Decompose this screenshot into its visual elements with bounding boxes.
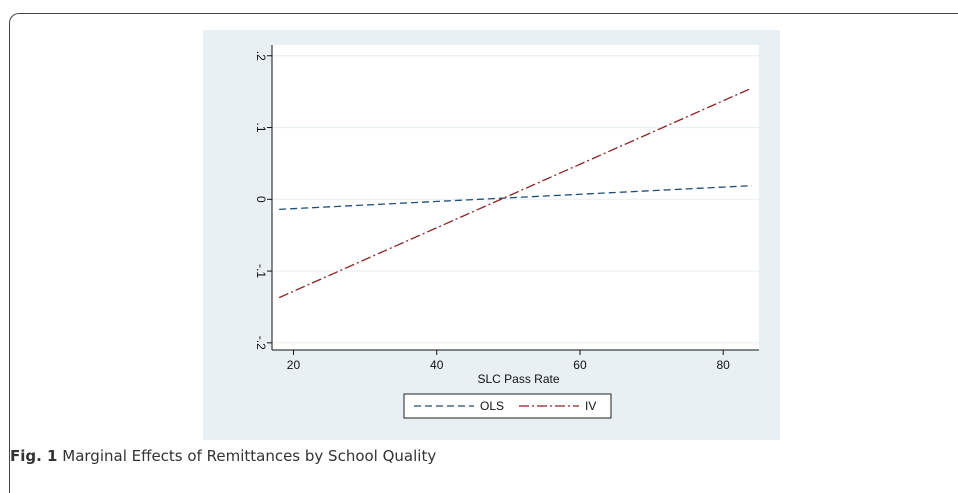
series-line-iv: [278, 87, 753, 299]
x-tick-label: 20: [287, 358, 301, 372]
y-tick-label: -.2: [254, 336, 268, 350]
x-tick-label: 40: [430, 358, 444, 372]
figure-caption-text: Marginal Effects of Remittances by Schoo…: [62, 447, 437, 465]
chart-panel: -.2 -.1 0 .1 .2 20 40 60 80 SLC Pass Rate OLS IV: [203, 30, 780, 440]
figure-caption: Fig. 1 Marginal Effects of Remittances b…: [10, 447, 436, 465]
series-line-ols: [279, 185, 752, 210]
x-axis-title: SLC Pass Rate: [477, 372, 559, 386]
legend-label-ols: OLS: [480, 399, 504, 413]
x-tick-label: 80: [717, 358, 731, 372]
figure-frame: [9, 13, 958, 493]
figure-label: Fig. 1: [10, 447, 58, 465]
legend-box: [403, 393, 612, 419]
y-tick-label: 0: [254, 196, 268, 203]
legend-label-iv: IV: [585, 399, 596, 413]
y-tick-label: -.1: [254, 264, 268, 278]
line-chart: -.2 -.1 0 .1 .2 20 40 60 80 SLC Pass Rate OLS IV: [254, 45, 759, 419]
y-tick-label: .1: [254, 123, 268, 133]
y-tick-label: .2: [254, 51, 268, 61]
x-tick-label: 60: [573, 358, 587, 372]
